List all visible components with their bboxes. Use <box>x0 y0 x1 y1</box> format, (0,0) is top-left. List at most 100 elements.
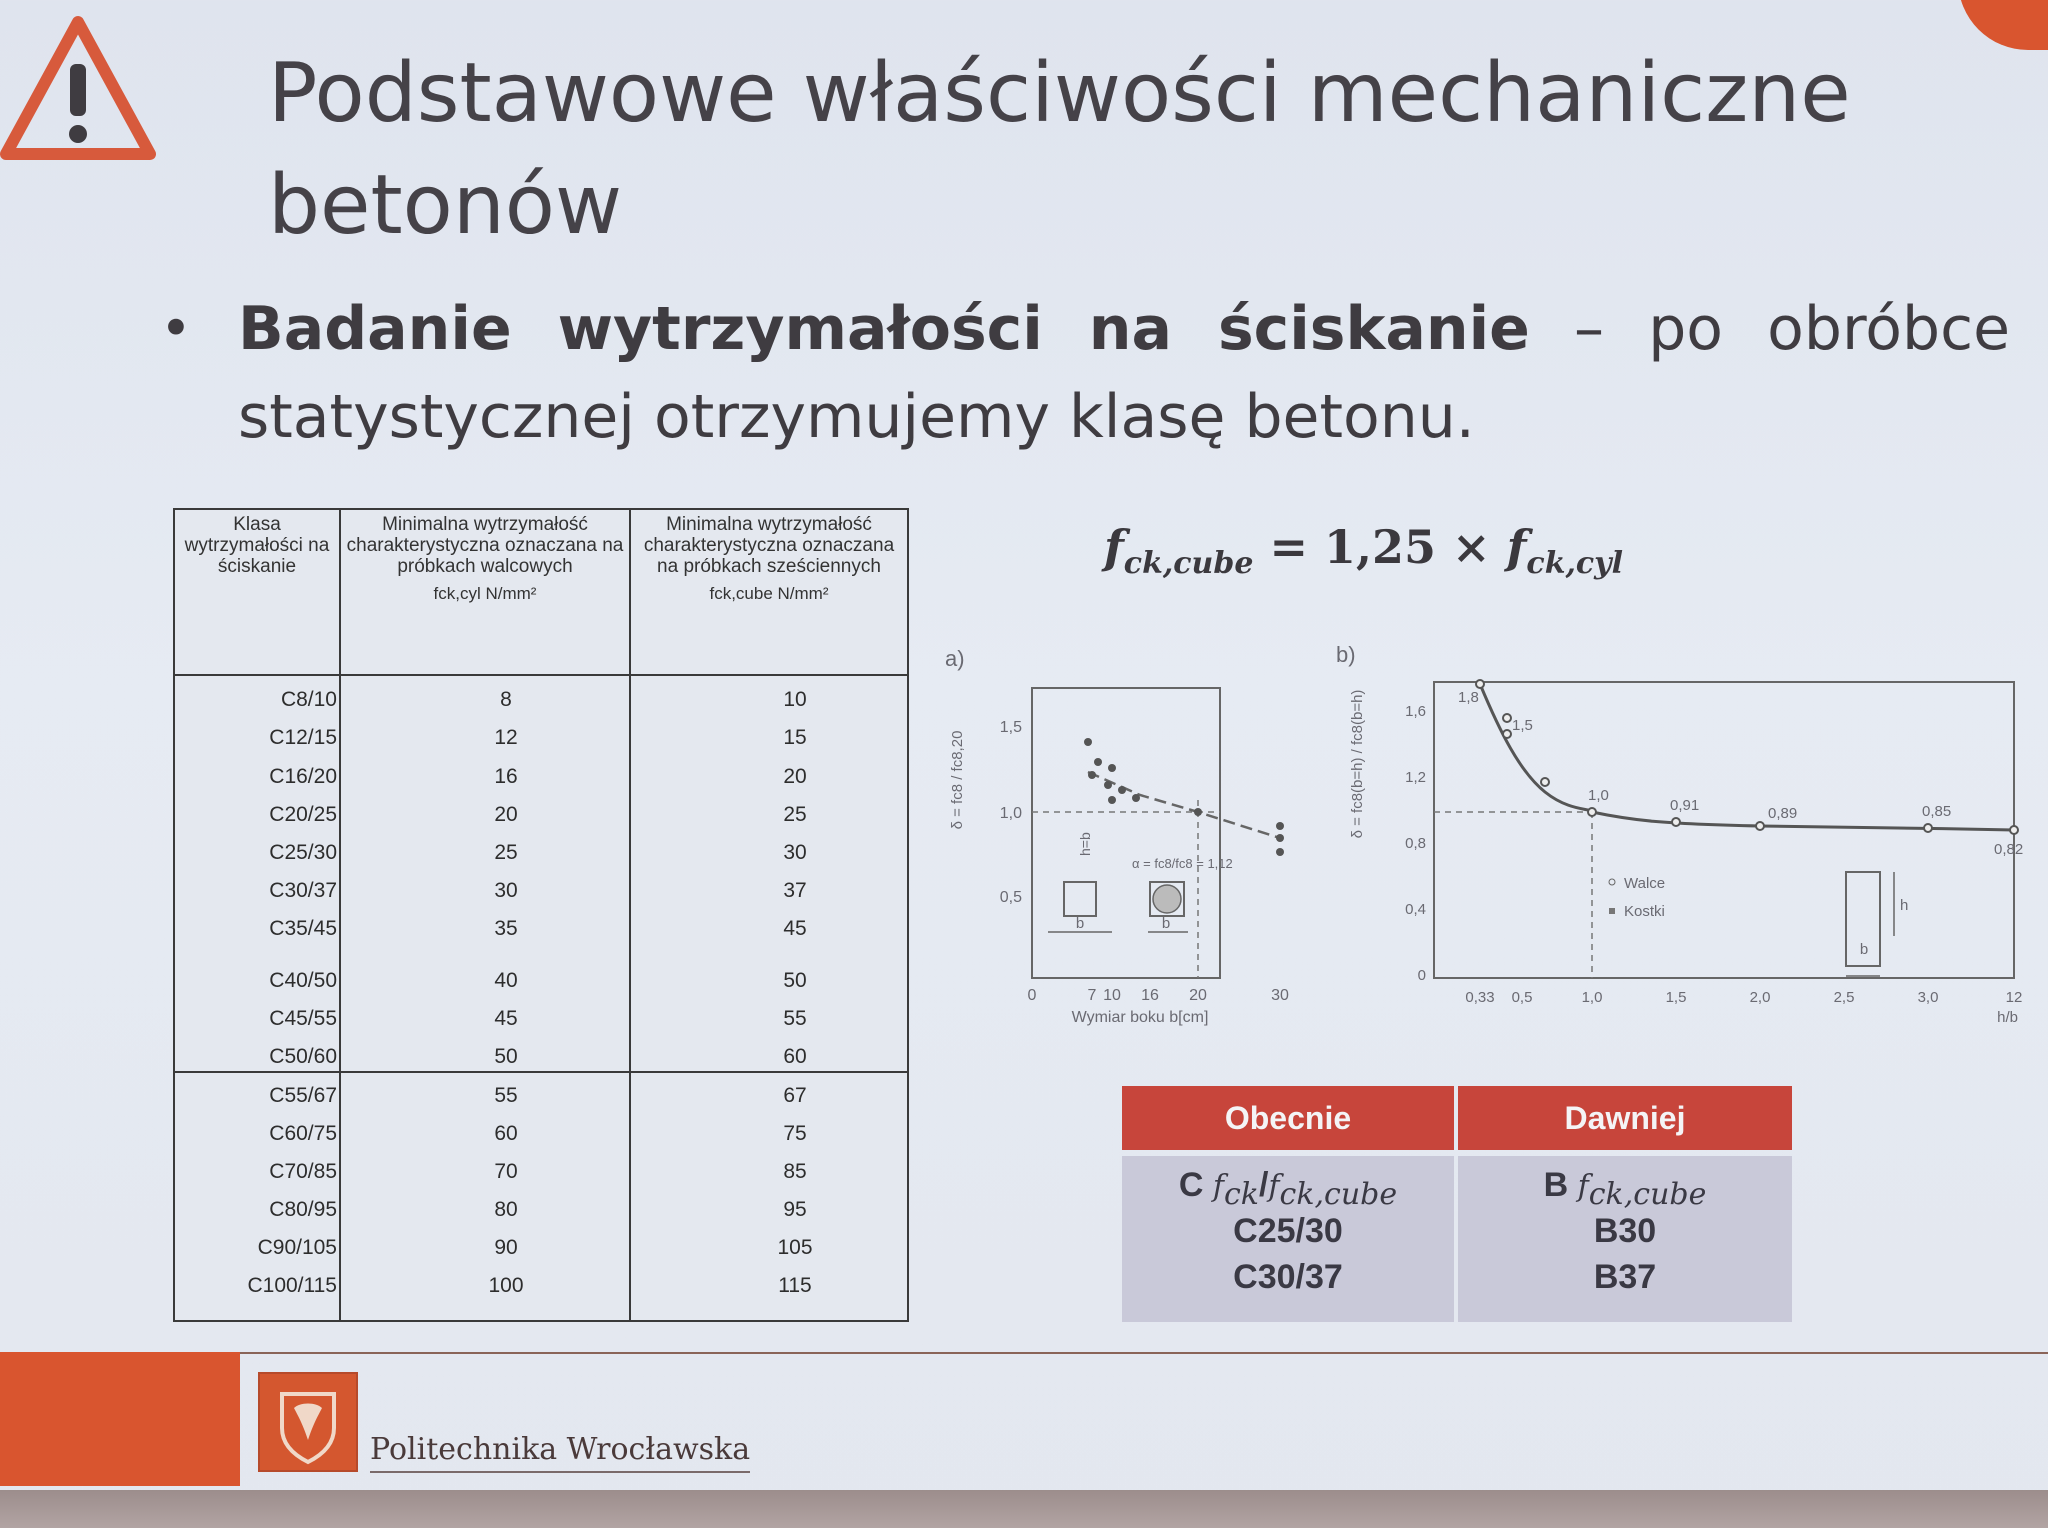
cell-class: C55/67 <box>269 1084 337 1107</box>
chart-a-panel-label: a) <box>945 646 965 671</box>
former-notation-cell: B fck,cube B30 B37 <box>1458 1156 1792 1322</box>
chart-a-xlabel: Wymiar boku b[cm] <box>1072 1009 1209 1026</box>
cell-class: C25/30 <box>269 841 337 864</box>
chart-b-dim-h: h <box>1900 897 1908 914</box>
chart-b-xtick: 2,5 <box>1834 989 1855 1006</box>
chart-a-xtick: 0 <box>1028 987 1037 1004</box>
warning-icon <box>0 16 156 160</box>
cell-class: C90/105 <box>257 1236 337 1259</box>
table-row: C55/67 55 67 <box>175 1076 907 1114</box>
chart-b-curve <box>1478 683 2015 832</box>
cell-cylinder-strength: 40 <box>494 969 518 992</box>
cell-cube-strength: 85 <box>783 1160 807 1183</box>
footer-divider <box>240 1352 2048 1354</box>
chart-b-legend-cylinders: Walce <box>1624 875 1665 892</box>
chart-a-xtick: 20 <box>1189 987 1207 1004</box>
cell-class: C16/20 <box>269 765 337 788</box>
cell-class: C20/25 <box>269 803 337 826</box>
header-former: Dawniej <box>1458 1086 1792 1150</box>
table-row: C8/10 8 10 <box>175 680 907 718</box>
current-example: C30/37 <box>1233 1258 1343 1296</box>
chart-b-point-label: 1,8 <box>1458 689 1479 706</box>
chart-a-xtick: 10 <box>1103 987 1121 1004</box>
chart-b-point-label: 0,82 <box>1994 841 2023 858</box>
university-logo-icon <box>258 1372 358 1472</box>
cell-class: C30/37 <box>269 879 337 902</box>
cell-cylinder-strength: 30 <box>494 879 518 902</box>
bullet-dot: • <box>160 297 192 360</box>
table-header-divider <box>175 674 907 676</box>
cell-cylinder-strength: 80 <box>494 1198 518 1221</box>
chart-b-ytick: 0,8 <box>1405 835 1426 852</box>
chart-a-ytick: 1,0 <box>1000 805 1022 822</box>
chart-b-specimen-sketch <box>1845 871 1881 967</box>
chart-a-trend-line <box>1087 770 1281 840</box>
cell-class: C60/75 <box>269 1122 337 1145</box>
class-notation-comparison: Obecnie Dawniej C fck/fck,cube C25/30 C3… <box>1122 1086 1792 1322</box>
bullet-rest-text: – po obróbce statystycznej otrzymujemy k… <box>238 294 2010 452</box>
chart-b-dim-b: b <box>1860 941 1868 958</box>
institution-name: Politechnika Wrocławska <box>370 1432 751 1473</box>
header-class: Klasa wytrzymałości na ściskanie <box>184 514 330 577</box>
chart-b-legend-cubes: Kostki <box>1624 903 1665 920</box>
cell-cube-strength: 105 <box>777 1236 813 1259</box>
cell-cylinder-strength: 16 <box>494 765 518 788</box>
chart-a-cube-sketch <box>1063 881 1097 917</box>
cell-class: C12/15 <box>269 726 337 749</box>
table-row: C16/20 16 20 <box>175 757 907 795</box>
chart-b-xtick: 12 <box>2006 989 2023 1006</box>
cell-cylinder-strength: 35 <box>494 917 518 940</box>
cell-cube-strength: 25 <box>783 803 807 826</box>
cell-class: C45/55 <box>269 1007 337 1030</box>
chart-a-ylabel: δ = fc8 / fc8,20 <box>949 731 966 830</box>
cell-cube-strength: 115 <box>778 1274 812 1297</box>
table-column-divider <box>339 510 341 1320</box>
chart-b-slenderness-effect: b) δ = fc8(b=h) / fc8(b=h) 1,6 1,2 0,8 0… <box>1336 642 2023 1026</box>
chart-b-panel-label: b) <box>1336 642 1356 667</box>
chart-a-annotation: α = fc8/fc8 = 1,12 <box>1132 856 1233 871</box>
header-cylinder: Minimalna wytrzymałość charakterystyczna… <box>346 514 624 603</box>
chart-b-xlabel: h/b <box>1997 1009 2018 1026</box>
chart-b-xtick: 0,33 <box>1465 989 1494 1006</box>
chart-b-xtick: 1,0 <box>1582 989 1603 1006</box>
chart-b-ytick: 1,6 <box>1405 703 1426 720</box>
current-example: C25/30 <box>1233 1212 1343 1250</box>
table-row: C70/85 70 85 <box>175 1152 907 1190</box>
former-example: B37 <box>1593 1258 1657 1296</box>
cell-class: C50/60 <box>269 1045 337 1068</box>
cell-cylinder-strength: 100 <box>488 1274 524 1297</box>
table-column-divider <box>629 510 631 1320</box>
table-row: C40/50 40 50 <box>175 961 907 999</box>
chart-b-xtick: 1,5 <box>1666 989 1687 1006</box>
cell-cube-strength: 55 <box>783 1007 807 1030</box>
chart-a-dim-b2: b <box>1162 915 1170 932</box>
bullet-point: • Badanie wytrzymałości na ściskanie – p… <box>160 285 2010 461</box>
chart-a-points <box>1084 738 1284 856</box>
chart-b-xtick: 0,5 <box>1512 989 1533 1006</box>
cell-class: C35/45 <box>269 917 337 940</box>
chart-a-dim-h: h=b <box>1077 832 1093 856</box>
chart-b-point-label: 1,0 <box>1588 787 1609 804</box>
current-notation-formula: C fck/fck,cube <box>1178 1166 1398 1212</box>
slide-title: Podstawowe właściwości mechaniczne beton… <box>268 46 1851 253</box>
chart-b-ytick: 0 <box>1418 967 1426 984</box>
table-row: C25/30 25 30 <box>175 833 907 871</box>
chart-b-xtick: 2,0 <box>1750 989 1771 1006</box>
table-row: C30/37 30 37 <box>175 871 907 909</box>
cell-cylinder-strength: 60 <box>494 1122 518 1145</box>
chart-a-dim-b: b <box>1076 915 1084 932</box>
table-row: C60/75 60 75 <box>175 1114 907 1152</box>
cell-cube-strength: 75 <box>783 1122 807 1145</box>
table-row: C100/115 100 115 <box>175 1266 907 1304</box>
former-notation-formula: B fck,cube <box>1543 1166 1707 1212</box>
cell-cube-strength: 67 <box>783 1084 807 1107</box>
chart-b-xtick: 3,0 <box>1918 989 1939 1006</box>
table-row: C80/95 80 95 <box>175 1190 907 1228</box>
former-example: B30 <box>1593 1212 1657 1250</box>
table-row: C90/105 90 105 <box>175 1228 907 1266</box>
cell-cylinder-strength: 90 <box>494 1236 518 1259</box>
conversion-formula: fck,cube = 1,25 × fck,cyl <box>1104 520 1624 582</box>
cell-cylinder-strength: 25 <box>494 841 518 864</box>
chart-b-ytick: 0,4 <box>1405 901 1426 918</box>
